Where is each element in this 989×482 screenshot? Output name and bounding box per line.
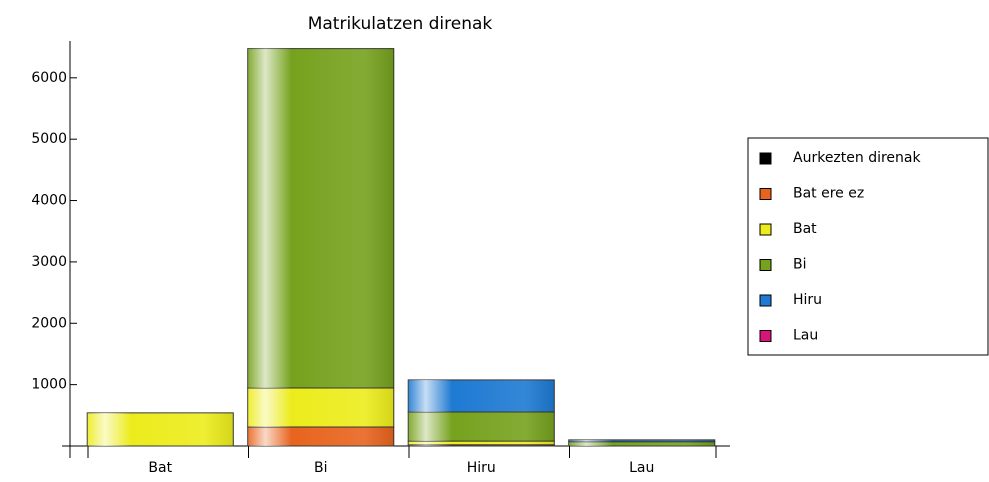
legend-label: Bat [793, 221, 817, 237]
legend-swatch [759, 152, 772, 165]
legend-label: Bi [793, 257, 807, 273]
legend-label: Lau [793, 328, 818, 344]
y-tick-label: 5000 [31, 131, 67, 147]
chart-title: Matrikulatzen direnak [308, 14, 493, 34]
x-tick-label: Hiru [467, 460, 496, 476]
y-tick-label: 4000 [31, 193, 67, 209]
y-tick-label: 6000 [31, 70, 67, 86]
legend-box [747, 137, 989, 356]
legend-swatch [759, 223, 772, 236]
bar-shine [568, 441, 715, 446]
legend-label: Aurkezten direnak [793, 150, 921, 166]
y-tick-label: 1000 [31, 377, 67, 393]
legend-label: Hiru [793, 292, 822, 308]
bar-shine [247, 426, 394, 446]
x-tick-label: Lau [629, 460, 654, 476]
x-tick-label: Bat [148, 460, 172, 476]
legend-swatch [759, 259, 772, 271]
y-tick-label: 3000 [31, 254, 67, 270]
bar-shine [568, 439, 715, 442]
bar-shine [247, 387, 394, 427]
bar-shine [408, 411, 555, 442]
bar-shine [247, 48, 394, 388]
legend-swatch [759, 294, 772, 307]
bar-shine [408, 379, 555, 412]
legend-label: Bat ere ez [793, 186, 864, 202]
legend-swatch [759, 330, 772, 342]
bar-shine [408, 444, 555, 446]
bar-shine [408, 441, 555, 445]
legend-swatch [759, 188, 772, 200]
y-tick-label: 2000 [31, 315, 67, 331]
bar-shine [87, 412, 234, 446]
x-tick-label: Bi [314, 460, 328, 476]
